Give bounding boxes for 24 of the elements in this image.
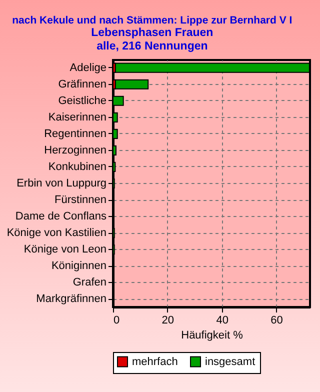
y-tick-label: Geistliche (58, 94, 106, 107)
y-tick-label: Erbin von Luppurg (16, 178, 106, 190)
y-tick-label: Regentinnen (44, 128, 106, 140)
y-tick-label: Kaiserinnen (48, 111, 106, 124)
y-tick-label: Gräfinnen (58, 78, 106, 90)
y-tick-label: Könige von Leon (24, 244, 106, 256)
chart-title: nach Kekule und nach Stämmen: Lippe zur Bernhard V I (12, 14, 292, 26)
y-tick-label: Dame de Conflans (15, 210, 107, 223)
x-tick-label: 0 (114, 314, 120, 326)
y-tick-label: Grafen (72, 276, 106, 289)
y-tick-label: Markgräfinnen (36, 293, 106, 306)
y-tick-label: Herzoginnen (44, 144, 106, 156)
x-tick-label: 40 (216, 314, 228, 326)
y-tick-label: Adelige (70, 62, 106, 74)
y-tick-label: Königinnen (51, 260, 106, 272)
x-tick-label: 20 (162, 314, 174, 326)
x-tick-label: 60 (270, 314, 283, 326)
legend-label: insgesamt (205, 356, 256, 368)
y-tick-label: Könige von Kastilien (6, 227, 106, 240)
chart-subtitle: Lebensphasen Frauen alle, 216 Nennungen (91, 27, 214, 52)
y-tick-label: Konkubinen (48, 160, 106, 173)
x-axis-title: Häufigkeit % (181, 330, 244, 342)
y-tick-label: Fürstinnen (54, 194, 106, 206)
legend-label: mehrfach (132, 356, 178, 368)
